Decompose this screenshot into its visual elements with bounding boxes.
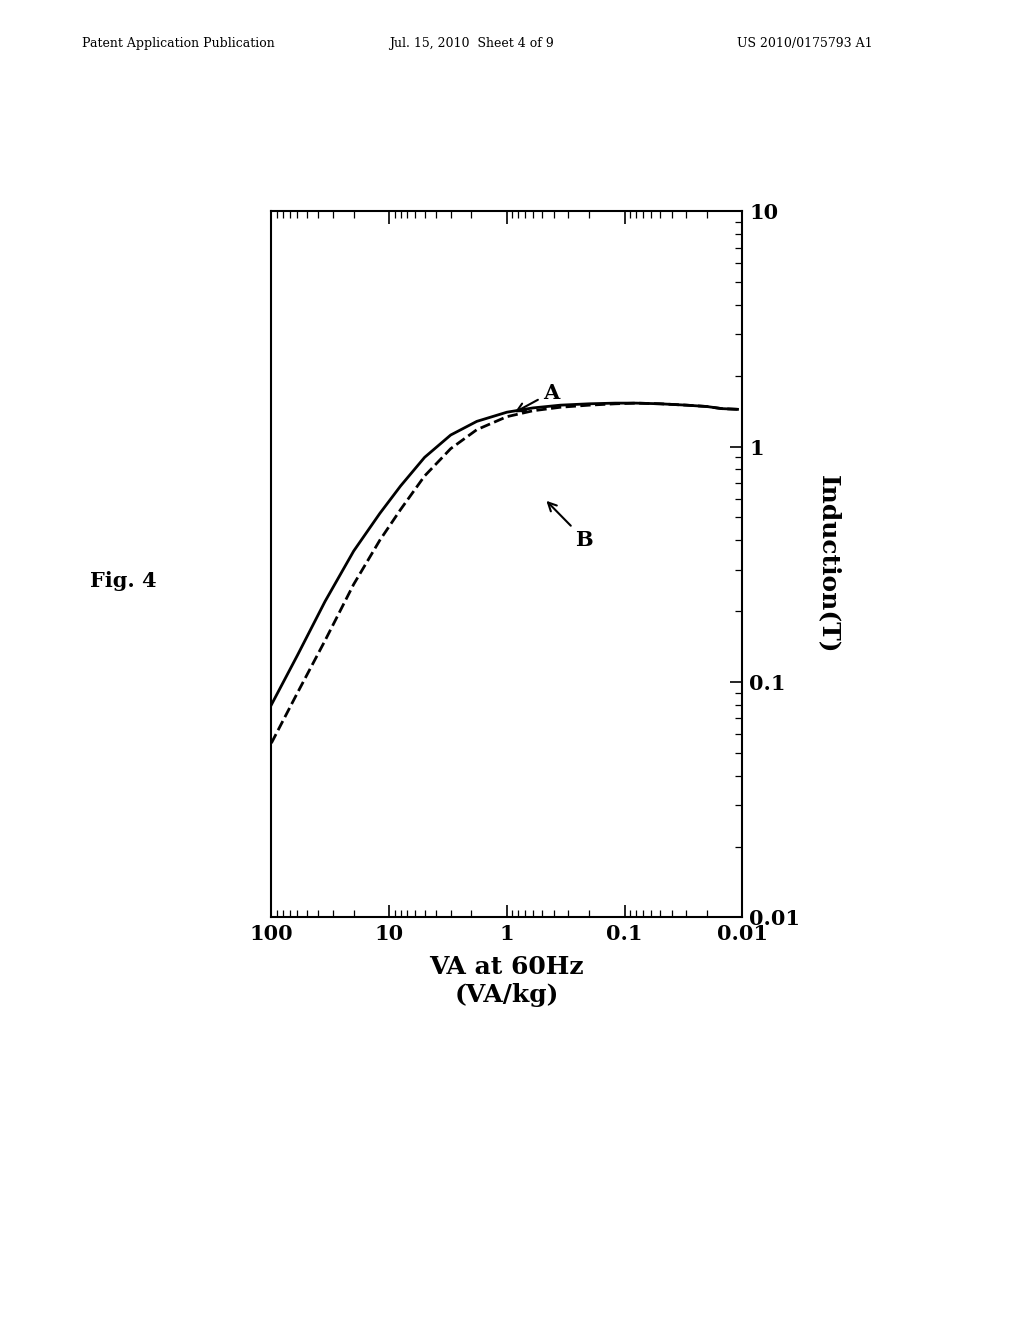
X-axis label: VA at 60Hz
(VA/kg): VA at 60Hz (VA/kg) — [429, 956, 585, 1007]
Text: B: B — [548, 503, 593, 549]
Text: Fig. 4: Fig. 4 — [89, 570, 157, 591]
Y-axis label: Induction(T): Induction(T) — [817, 475, 841, 653]
Text: Jul. 15, 2010  Sheet 4 of 9: Jul. 15, 2010 Sheet 4 of 9 — [389, 37, 554, 50]
Text: Patent Application Publication: Patent Application Publication — [82, 37, 274, 50]
Text: A: A — [517, 383, 559, 412]
Text: US 2010/0175793 A1: US 2010/0175793 A1 — [737, 37, 872, 50]
